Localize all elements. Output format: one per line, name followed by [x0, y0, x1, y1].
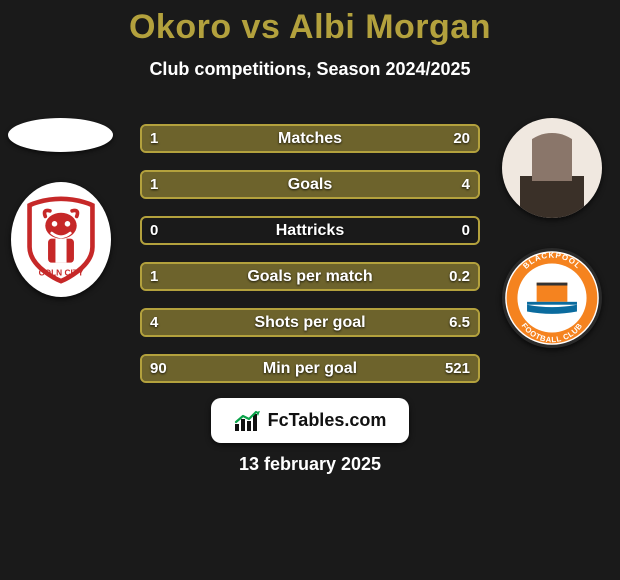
stat-value-left: 0	[150, 222, 158, 239]
stat-value-right: 0	[462, 222, 470, 239]
stat-fill-left	[142, 356, 192, 381]
lincoln-crest-icon: COLN CITY	[24, 195, 98, 285]
stat-row-shots-per-goal: 4 Shots per goal 6.5	[140, 308, 480, 337]
page-title: Okoro vs Albi Morgan	[0, 0, 620, 47]
branding-text: FcTables.com	[268, 410, 387, 431]
stats-table: 1 Matches 20 1 Goals 4 0 Hattricks 0 1 G…	[140, 124, 480, 383]
subtitle: Club competitions, Season 2024/2025	[0, 59, 620, 80]
stat-fill-right	[209, 172, 478, 197]
blackpool-crest-icon: BLACKPOOL FOOTBALL CLUB	[504, 250, 600, 346]
club-crest-blackpool: BLACKPOOL FOOTBALL CLUB	[502, 248, 602, 348]
stat-fill-right	[421, 264, 478, 289]
date-text: 13 february 2025	[0, 454, 620, 475]
svg-text:COLN CITY: COLN CITY	[38, 267, 83, 277]
stat-fill-left	[142, 310, 270, 335]
stat-row-min-per-goal: 90 Min per goal 521	[140, 354, 480, 383]
stat-row-matches: 1 Matches 20	[140, 124, 480, 153]
stat-row-goals: 1 Goals 4	[140, 170, 480, 199]
stat-label: Hattricks	[142, 222, 478, 240]
stat-fill-right	[159, 126, 478, 151]
left-column: COLN CITY	[8, 118, 113, 297]
stat-row-goals-per-match: 1 Goals per match 0.2	[140, 262, 480, 291]
branding-badge: FcTables.com	[211, 398, 409, 443]
stat-fill-left	[142, 264, 421, 289]
stat-fill-right	[192, 356, 478, 381]
stat-fill-right	[270, 310, 478, 335]
fctables-logo-icon	[234, 410, 262, 432]
player-silhouette-icon	[517, 133, 587, 218]
stat-row-hattricks: 0 Hattricks 0	[140, 216, 480, 245]
stat-fill-left	[142, 172, 209, 197]
club-crest-lincoln: COLN CITY	[11, 182, 111, 297]
player-photo-right	[502, 118, 602, 218]
right-column: BLACKPOOL FOOTBALL CLUB	[502, 118, 602, 348]
stat-fill-left	[142, 126, 159, 151]
player-photo-missing-left	[8, 118, 113, 152]
